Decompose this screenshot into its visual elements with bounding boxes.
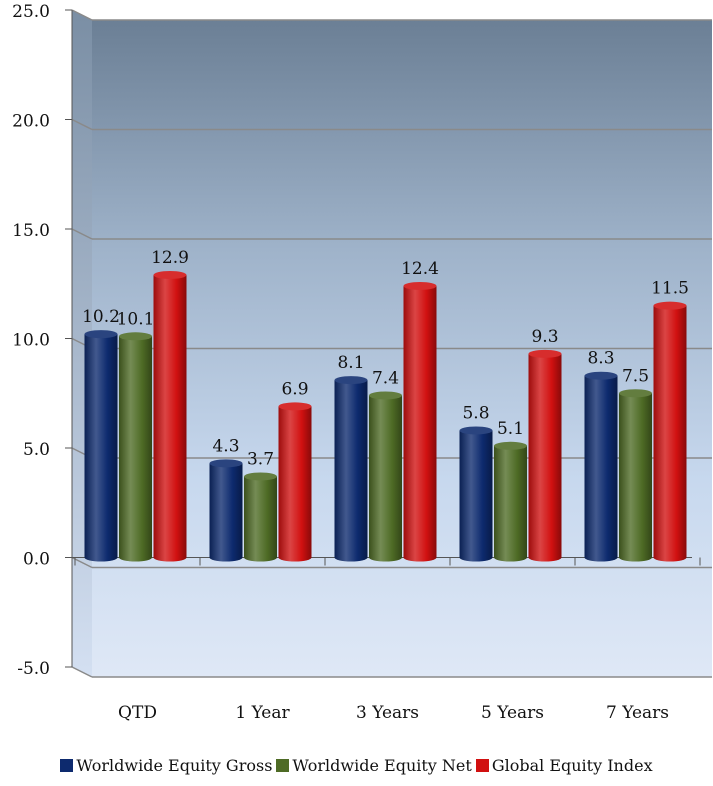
bar-value-label: 8.3 [587, 349, 614, 369]
bar [494, 441, 527, 562]
bar-value-label: 5.1 [497, 419, 524, 439]
bar-value-label: 10.2 [82, 307, 120, 327]
bar [528, 349, 562, 562]
bar [459, 426, 493, 562]
x-tick-label: 3 Years [356, 703, 419, 723]
legend-label: Global Equity Index [491, 756, 653, 775]
legend-item: Global Equity Index [475, 756, 653, 775]
y-tick-label: 15.0 [12, 221, 50, 241]
bar-value-label: 3.7 [247, 449, 274, 469]
gridline [71, 118, 712, 131]
bar-value-label: 11.5 [651, 279, 689, 299]
gridline [71, 666, 712, 678]
legend-label: Worldwide Equity Gross [76, 756, 273, 775]
y-tick-label: 0.0 [23, 550, 50, 570]
bar-value-label: 12.9 [151, 248, 189, 268]
y-tick-label: 25.0 [12, 2, 50, 22]
x-tick-label: QTD [118, 703, 157, 723]
gridline [71, 228, 712, 240]
bar [278, 402, 312, 562]
legend-swatch [60, 759, 74, 772]
y-tick-label: 20.0 [12, 112, 50, 132]
bar [653, 301, 687, 562]
legend-item: Worldwide Equity Gross [60, 756, 272, 775]
bar-value-label: 6.9 [281, 379, 308, 399]
bar [619, 389, 652, 562]
bar [369, 391, 402, 562]
bar [84, 330, 118, 562]
y-tick-label: 10.0 [12, 331, 50, 351]
bar [209, 459, 243, 562]
legend-label: Worldwide Equity Net [292, 756, 472, 775]
x-tick-label: 7 Years [606, 703, 669, 723]
bar [403, 281, 437, 562]
bar [119, 332, 152, 562]
bar-value-label: 7.4 [372, 368, 399, 388]
x-tick-label: 1 Year [235, 703, 290, 723]
x-tick-label: 5 Years [481, 703, 544, 723]
y-tick-label: -5.0 [17, 659, 50, 679]
bar-value-label: 8.1 [337, 353, 364, 373]
bar-value-label: 4.3 [212, 436, 239, 456]
legend-item: Worldwide Equity Net [276, 756, 472, 775]
y-tick-label: 5.0 [23, 440, 50, 460]
bar-value-label: 7.5 [622, 366, 649, 386]
bar [584, 371, 618, 562]
bar [244, 472, 277, 562]
gridline [71, 9, 712, 21]
bar [153, 270, 187, 562]
bar-value-label: 5.8 [462, 403, 489, 423]
bar-value-label: 12.4 [401, 259, 439, 279]
bar [334, 376, 368, 562]
chart-legend: Worldwide Equity Gross Worldwide Equity N… [0, 756, 713, 775]
bar-value-label: 9.3 [531, 327, 558, 347]
legend-swatch [276, 759, 290, 772]
legend-swatch [475, 759, 489, 772]
bar-value-label: 10.1 [117, 309, 155, 329]
